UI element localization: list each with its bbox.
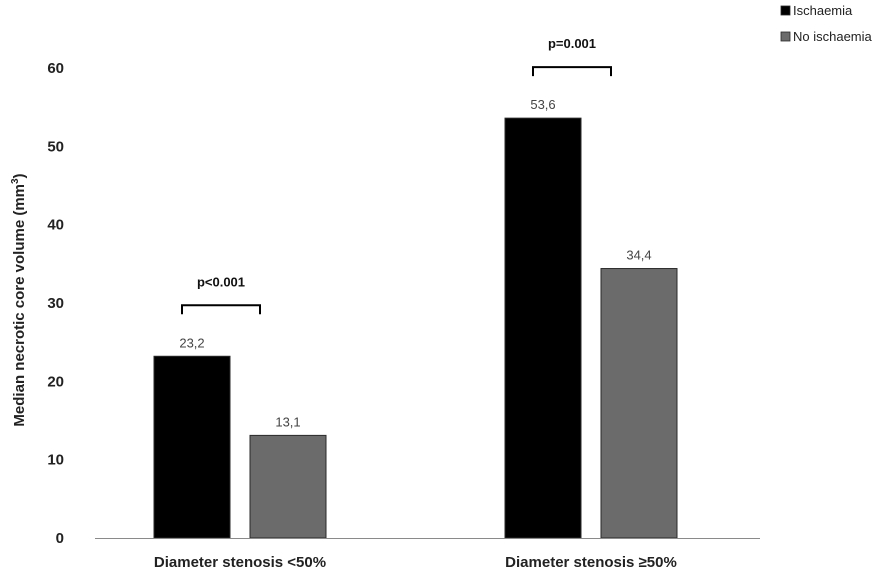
p-value-annotation: p=0.001	[548, 36, 596, 51]
y-tick-label: 60	[47, 60, 64, 77]
bar-no-ischaemia-0	[249, 434, 327, 539]
significance-brackets: p<0.001 p=0.001	[181, 36, 612, 315]
y-tick-label: 20	[47, 373, 64, 390]
data-label: 34,4	[626, 248, 651, 263]
value-labels: 23,2 13,1 53,6 34,4	[179, 97, 651, 429]
y-tick-label: 50	[47, 138, 64, 155]
legend-label: Ischaemia	[793, 3, 853, 18]
bar-ischaemia-0	[153, 355, 231, 539]
category-label: Diameter stenosis ≥50%	[505, 554, 677, 571]
legend-swatch	[780, 5, 791, 16]
data-label: 53,6	[530, 97, 555, 112]
data-label: 13,1	[275, 414, 300, 429]
legend: Ischaemia No ischaemia	[780, 3, 873, 44]
significance-bracket	[181, 304, 261, 315]
bar-no-ischaemia-1	[600, 268, 678, 539]
y-axis-label-close: )	[11, 173, 28, 178]
data-label: 23,2	[179, 335, 204, 350]
svg-text:Median necrotic core volume (m: Median necrotic core volume (mm3)	[10, 173, 28, 426]
bar-ischaemia-1	[504, 117, 582, 539]
legend-label: No ischaemia	[793, 29, 873, 44]
significance-bracket	[532, 66, 612, 77]
y-axis-label-superscript: 3	[10, 178, 21, 184]
y-axis-ticks: 0 10 20 30 40 50 60	[47, 60, 64, 547]
y-tick-label: 0	[56, 530, 64, 547]
y-axis-label-text: Median necrotic core volume (mm	[11, 184, 28, 427]
bars	[95, 117, 760, 539]
legend-swatch	[780, 31, 791, 42]
category-label: Diameter stenosis <50%	[154, 554, 326, 571]
y-axis-label: Median necrotic core volume (mm3)	[10, 173, 28, 426]
y-tick-label: 40	[47, 217, 64, 234]
p-value-annotation: p<0.001	[197, 274, 245, 289]
y-tick-label: 30	[47, 295, 64, 312]
category-labels: Diameter stenosis <50% Diameter stenosis …	[154, 554, 677, 571]
y-tick-label: 10	[47, 452, 64, 469]
